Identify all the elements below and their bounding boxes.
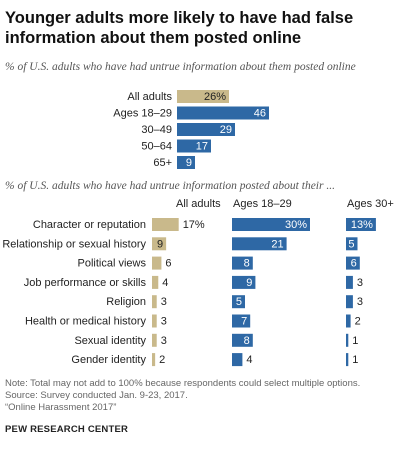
chart-2-value-label: 3	[161, 296, 167, 308]
chart-title: Younger adults more likely to have had f…	[5, 9, 354, 47]
chart-2-bar	[346, 333, 349, 347]
chart-2-category-label: Job performance or skills	[24, 277, 147, 289]
chart-1-value-label: 26%	[204, 91, 226, 103]
chart-2-value-label: 5	[348, 238, 354, 250]
chart-1-category-label: 65+	[153, 157, 172, 169]
chart-1-bar	[177, 156, 195, 169]
chart-2-value-label: 3	[357, 296, 363, 308]
chart-2-bar	[232, 333, 253, 347]
chart-2-bar	[152, 353, 156, 367]
chart-2-bar	[232, 314, 251, 328]
chart-2-series-header: All adults	[176, 198, 221, 210]
chart-2-category-label: Sexual identity	[74, 335, 146, 347]
chart-2-category-label: Political views	[78, 258, 147, 270]
chart-2-value-label: 3	[161, 335, 167, 347]
chart-2-bar	[346, 256, 360, 270]
chart-2-subtitle: % of U.S. adults who have had untrue inf…	[5, 180, 335, 192]
chart-1-category-label: 30–49	[141, 124, 172, 136]
chart-1-value-label: 46	[254, 108, 266, 120]
chart-2-series-header: Ages 18–29	[233, 198, 292, 210]
brand-logo-text: PEW RESEARCH CENTER	[5, 424, 129, 435]
chart-1-bar	[177, 139, 211, 153]
chart-2-category-label: Character or reputation	[33, 219, 146, 231]
chart-2-bar	[232, 218, 310, 231]
chart-2-value-label: 1	[352, 335, 358, 347]
chart-2-bar	[152, 295, 157, 309]
chart-2-bar	[346, 353, 349, 367]
chart-1-value-label: 17	[196, 141, 208, 153]
report-title: “Online Harassment 2017”	[5, 402, 117, 413]
chart-2-value-label: 17%	[183, 219, 205, 231]
chart-2-value-label: 2	[355, 316, 361, 328]
chart-2-value-label: 2	[159, 354, 165, 366]
chart-2-bar	[152, 314, 157, 328]
chart-2-bar	[152, 333, 157, 347]
chart-2-bar	[152, 237, 167, 251]
chart-2-bar	[152, 256, 162, 270]
source-text: Source: Survey conducted Jan. 9-23, 2017…	[5, 390, 188, 401]
chart-2-value-label: 7	[241, 316, 247, 328]
chart-2-bar	[232, 353, 243, 367]
note-text: Note: Total may not add to 100% because …	[5, 378, 361, 389]
chart-2-value-label: 4	[246, 354, 252, 366]
chart-2-value-label: 9	[157, 238, 163, 250]
chart-1-bar	[177, 90, 229, 103]
chart-2-value-label: 6	[165, 258, 171, 270]
chart-2-value-label: 5	[236, 296, 242, 308]
chart-2-bar	[232, 256, 253, 270]
chart-2-value-label: 3	[357, 277, 363, 289]
chart-1-category-label: Ages 18–29	[113, 108, 172, 120]
chart-2-bar	[346, 237, 358, 251]
chart-2-series-header: Ages 30+	[347, 198, 394, 210]
chart-2-value-label: 3	[161, 316, 167, 328]
chart-2-value-label: 1	[352, 354, 358, 366]
chart-2-bar	[346, 275, 353, 289]
chart-1-value-label: 9	[186, 157, 192, 169]
chart-2-bar	[232, 275, 256, 289]
chart-1-bar	[177, 123, 235, 136]
chart-2-category-label: Religion	[106, 296, 146, 308]
chart-2-value-label: 21	[271, 238, 283, 250]
chart-2-value-label: 8	[244, 258, 250, 270]
chart-1-category-label: 50–64	[141, 141, 172, 153]
chart-2-bar	[152, 218, 179, 231]
chart-2-bar	[232, 295, 245, 309]
chart-1-bar	[177, 106, 269, 120]
chart-2-category-label: Health or medical history	[25, 316, 147, 328]
chart-2-value-label: 6	[351, 258, 357, 270]
chart-2-value-label: 8	[244, 335, 250, 347]
chart-2-value-label: 13%	[351, 219, 373, 231]
chart-2-bar	[232, 237, 287, 251]
chart-1-value-label: 29	[220, 124, 232, 136]
chart-2-bar	[346, 218, 376, 231]
chart-2-bar	[152, 275, 159, 289]
chart-2-category-label: Gender identity	[71, 354, 146, 366]
chart-2-category-label: Relationship or sexual history	[2, 238, 146, 250]
chart-2-value-label: 4	[162, 277, 168, 289]
chart-1-subtitle: % of U.S. adults who have had untrue inf…	[5, 61, 356, 73]
chart-2-bar	[346, 314, 351, 328]
chart-2-value-label: 9	[246, 277, 252, 289]
chart-1-category-label: All adults	[127, 91, 172, 103]
notes: Note: Total may not add to 100% because …	[5, 378, 360, 414]
chart-2-bar	[346, 295, 353, 309]
chart-2-value-label: 30%	[285, 219, 307, 231]
